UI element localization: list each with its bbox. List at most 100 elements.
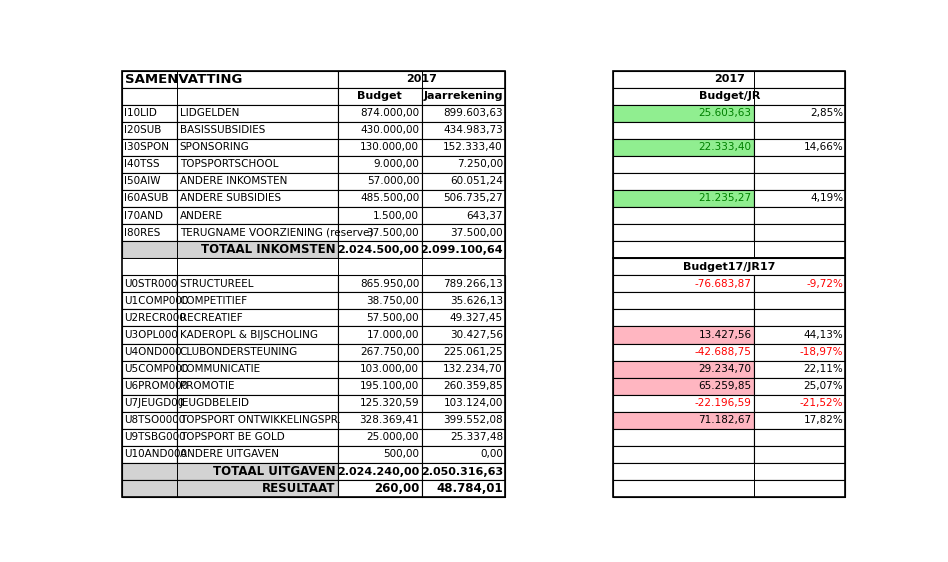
Bar [177, 446, 337, 463]
Text: U0STR000: U0STR000 [124, 279, 177, 289]
Bar [613, 429, 754, 446]
Text: RECREATIEF: RECREATIEF [180, 313, 243, 323]
Bar [121, 446, 177, 463]
Text: ANDERE: ANDERE [180, 211, 223, 220]
Bar [121, 412, 177, 429]
Text: 125.320,59: 125.320,59 [359, 398, 419, 408]
Bar [121, 429, 177, 446]
Text: -22.196,59: -22.196,59 [695, 398, 752, 408]
Bar [121, 88, 337, 105]
Text: 30.427,56: 30.427,56 [450, 330, 502, 340]
Text: -42.688,75: -42.688,75 [695, 347, 752, 357]
Bar [121, 70, 505, 497]
Text: 17.000,00: 17.000,00 [367, 330, 419, 340]
Text: I30SPON: I30SPON [124, 142, 169, 152]
Text: 65.259,85: 65.259,85 [699, 381, 752, 391]
Bar [613, 292, 754, 310]
Text: 132.234,70: 132.234,70 [444, 364, 502, 374]
Text: CLUBONDERSTEUNING: CLUBONDERSTEUNING [180, 347, 298, 357]
Text: 500,00: 500,00 [383, 450, 419, 460]
Bar [337, 480, 422, 497]
Bar [337, 190, 422, 207]
Text: I70AND: I70AND [124, 211, 163, 220]
Text: 25,07%: 25,07% [804, 381, 843, 391]
Bar [422, 292, 505, 310]
Text: ANDERE SUBSIDIES: ANDERE SUBSIDIES [180, 193, 281, 203]
Bar [422, 207, 505, 224]
Text: 434.983,73: 434.983,73 [443, 125, 502, 135]
Bar [177, 139, 337, 156]
Bar [422, 327, 505, 343]
Bar [337, 207, 422, 224]
Bar [337, 395, 422, 412]
Bar [121, 361, 177, 378]
Bar [121, 105, 177, 122]
Bar [177, 412, 337, 429]
Bar [422, 310, 505, 327]
Text: ANDERE INKOMSTEN: ANDERE INKOMSTEN [180, 176, 287, 187]
Text: JEUGDBELEID: JEUGDBELEID [180, 398, 249, 408]
Text: 399.552,08: 399.552,08 [444, 415, 502, 425]
Bar [613, 139, 754, 156]
Text: 260.359,85: 260.359,85 [444, 381, 502, 391]
Text: 485.500,00: 485.500,00 [360, 193, 419, 203]
Text: 4,19%: 4,19% [810, 193, 843, 203]
Text: I20SUB: I20SUB [124, 125, 161, 135]
Bar [337, 463, 422, 480]
Bar [422, 105, 505, 122]
Bar [121, 156, 177, 173]
Bar [422, 122, 505, 139]
Text: Jaarrekening: Jaarrekening [424, 91, 503, 101]
Text: ANDERE UITGAVEN: ANDERE UITGAVEN [180, 450, 279, 460]
Bar [613, 105, 754, 122]
Text: 643,37: 643,37 [466, 211, 502, 220]
Bar [754, 207, 846, 224]
Text: TERUGNAME VOORZIENING (reserve): TERUGNAME VOORZIENING (reserve) [180, 228, 374, 238]
Text: STRUCTUREEL: STRUCTUREEL [180, 279, 254, 289]
Text: 2,85%: 2,85% [810, 108, 843, 118]
Bar [121, 122, 177, 139]
Bar [613, 190, 754, 207]
Bar [422, 88, 505, 105]
Bar [422, 395, 505, 412]
Bar [754, 105, 846, 122]
Bar [422, 429, 505, 446]
Bar [613, 241, 846, 258]
Text: 57.000,00: 57.000,00 [367, 176, 419, 187]
Bar [613, 156, 754, 173]
Bar [422, 343, 505, 361]
Bar [337, 70, 505, 88]
Bar [613, 275, 754, 292]
Bar [613, 378, 754, 395]
Bar [121, 190, 177, 207]
Text: Budget/JR: Budget/JR [699, 91, 760, 101]
Text: 152.333,40: 152.333,40 [444, 142, 502, 152]
Bar [177, 190, 337, 207]
Bar [613, 310, 754, 327]
Bar [337, 429, 422, 446]
Bar [121, 139, 177, 156]
Bar [177, 173, 337, 190]
Bar [337, 122, 422, 139]
Text: U4OND000: U4OND000 [124, 347, 182, 357]
Text: 103.000,00: 103.000,00 [360, 364, 419, 374]
Text: U5COMP000: U5COMP000 [124, 364, 189, 374]
Text: 506.735,27: 506.735,27 [444, 193, 502, 203]
Bar [337, 378, 422, 395]
Text: 49.327,45: 49.327,45 [449, 313, 502, 323]
Bar [422, 412, 505, 429]
Bar [337, 241, 422, 258]
Text: U6PROM000: U6PROM000 [124, 381, 188, 391]
Text: Budget: Budget [357, 91, 402, 101]
Bar [337, 310, 422, 327]
Bar [754, 446, 846, 463]
Text: 103.124,00: 103.124,00 [444, 398, 502, 408]
Bar [613, 258, 846, 275]
Text: 22,11%: 22,11% [803, 364, 843, 374]
Bar [337, 173, 422, 190]
Bar [121, 480, 337, 497]
Bar [754, 361, 846, 378]
Bar [177, 122, 337, 139]
Bar [337, 105, 422, 122]
Bar [422, 190, 505, 207]
